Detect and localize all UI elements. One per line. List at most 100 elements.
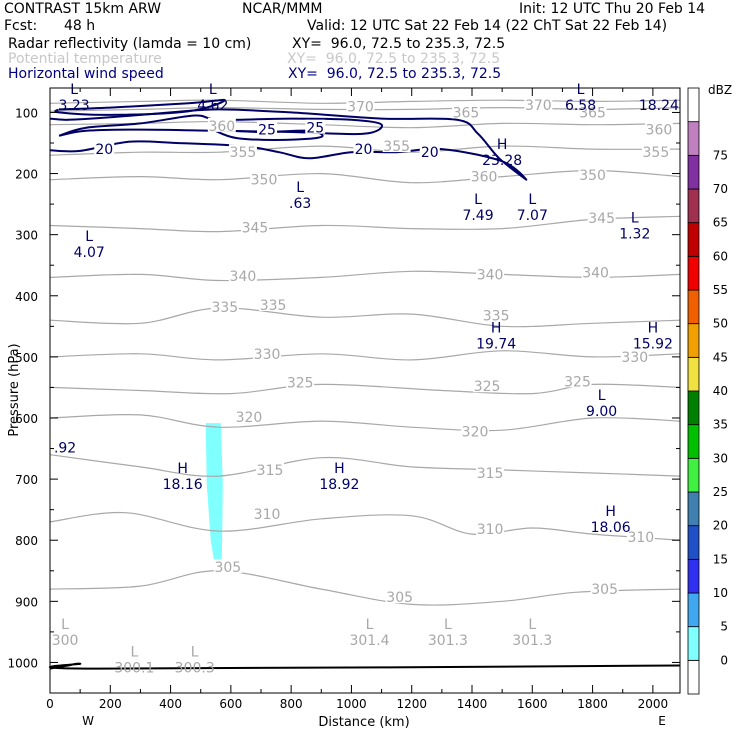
theta-label-bg-5: [207, 117, 236, 132]
colorbar-label: 60: [713, 249, 728, 263]
y-tick-label: 500: [15, 351, 38, 365]
y-tick-label: 800: [15, 534, 38, 548]
colorbar-label: 75: [713, 148, 728, 162]
colorbar-label: 25: [713, 485, 728, 499]
colorbar-swatch: [687, 87, 700, 123]
extremum-mark: L: [528, 617, 536, 633]
y-tick-label: 200: [15, 168, 38, 182]
theta-label: 310: [627, 530, 654, 546]
extremum-mark: L: [366, 617, 374, 633]
extremum-mark: L: [474, 192, 482, 208]
colorbar-swatch: [687, 154, 700, 190]
theta-contour-335: [50, 307, 680, 328]
colorbar-label: 15: [713, 552, 728, 566]
extremum-value: 4.62: [197, 98, 228, 114]
field-xy-wind: XY= 96.0, 72.5 to 235.3, 72.5: [288, 66, 502, 82]
theta-label: 370: [347, 99, 374, 115]
colorbar-swatch: [687, 558, 700, 594]
y-tick-label: 700: [15, 473, 38, 487]
theta-label: 335: [211, 300, 238, 316]
extremum-value: .63: [289, 196, 311, 212]
extremum-mark: H: [497, 137, 508, 153]
extremum-value: 7.49: [462, 208, 493, 224]
model-name: CONTRAST 15km ARW: [4, 1, 162, 17]
extremum-value: 18.16: [163, 477, 203, 493]
forecast-label: Fcst:: [4, 18, 38, 34]
extremum-mark: L: [598, 388, 606, 404]
field-name-reflectivity: Radar reflectivity (lamda = 10 cm): [8, 36, 252, 52]
extremum-mark: L: [577, 82, 585, 98]
extremum-value: 15.92: [633, 337, 673, 353]
y-tick-label: 100: [15, 106, 38, 120]
x-tick-label: 400: [159, 697, 182, 711]
theta-label-bg-20: [253, 345, 282, 360]
theta-label-bg-30: [476, 521, 505, 536]
extremum-value: 301.4: [349, 633, 389, 649]
extremum-mark: L: [130, 644, 138, 660]
x-tick-label: 2000: [638, 697, 669, 711]
theta-label-bg-29: [253, 505, 282, 520]
field-xy-reflectivity: XY= 96.0, 72.5 to 235.3, 72.5: [292, 36, 506, 52]
theta-label-bg-13: [587, 210, 616, 225]
reflectivity-echo-5dbz: [205, 423, 223, 575]
x-tick-label: 1800: [577, 697, 608, 711]
theta-label: 350: [579, 168, 606, 184]
x-tick-label: 0: [46, 697, 54, 711]
theta-label-bg-7: [382, 138, 411, 153]
extremum-value: 7.07: [517, 208, 548, 224]
theta-label: 350: [251, 173, 278, 189]
theta-label-bg-12: [240, 219, 269, 234]
extremum-mark: L: [61, 617, 69, 633]
x-tick-label: 1000: [336, 697, 367, 711]
wind-contour-20-3: [54, 98, 226, 116]
extremum-mark: L: [209, 82, 217, 98]
theta-label-bg-22: [286, 374, 315, 389]
x-end-label-east: E: [658, 714, 666, 728]
wind-label: 25: [258, 123, 276, 139]
theta-label-bg-11: [470, 168, 499, 183]
theta-label: 365: [579, 105, 606, 121]
field-name-theta: Potential temperature: [8, 51, 162, 67]
forecast-hour: 48 h: [64, 18, 96, 34]
theta-contour-305: [50, 570, 680, 606]
theta-label-bg-33: [385, 589, 414, 604]
theta-label: 345: [588, 211, 615, 227]
colorbar-swatch: [687, 457, 700, 493]
theta-label-bg-21: [620, 348, 649, 363]
theta-label-bg-28: [476, 465, 505, 479]
theta-label-bg-15: [476, 266, 505, 281]
theta-label: 335: [260, 298, 287, 314]
theta-label: 315: [257, 463, 284, 479]
x-tick-label: 800: [280, 697, 303, 711]
wind-label-bg-4: [419, 144, 440, 159]
theta-label: 325: [474, 379, 501, 395]
theta-label-bg-24: [563, 373, 592, 388]
theta-label: 320: [236, 410, 263, 426]
extremum-value: 301.3: [512, 633, 552, 649]
wind-label: 20: [421, 145, 439, 161]
organization: NCAR/MMM: [242, 1, 323, 17]
theta-label: 310: [477, 522, 504, 538]
theta-label: 330: [621, 350, 648, 366]
colorbar-label: 40: [713, 384, 728, 398]
theta-label-bg-3: [578, 104, 607, 119]
colorbar-label: 10: [713, 586, 728, 600]
x-tick-label: 1400: [457, 697, 488, 711]
theta-label: 325: [564, 374, 591, 390]
colorbar-swatch: [687, 222, 700, 257]
ground-surface-line: [48, 662, 681, 670]
theta-label-bg-2: [524, 97, 553, 112]
colorbar-label: 70: [713, 182, 728, 196]
extremum-value: 19.74: [476, 337, 516, 353]
theta-label: 305: [386, 590, 413, 606]
extremum-value: 18.06: [591, 520, 631, 536]
colorbar-swatch: [687, 525, 700, 560]
wind-label: 20: [355, 142, 373, 158]
theta-label: 365: [453, 105, 480, 121]
extremum-value: 6.58: [565, 98, 596, 114]
theta-label: 355: [383, 139, 410, 155]
theta-label-bg-25: [234, 408, 263, 423]
theta-label-bg-1: [451, 104, 480, 119]
